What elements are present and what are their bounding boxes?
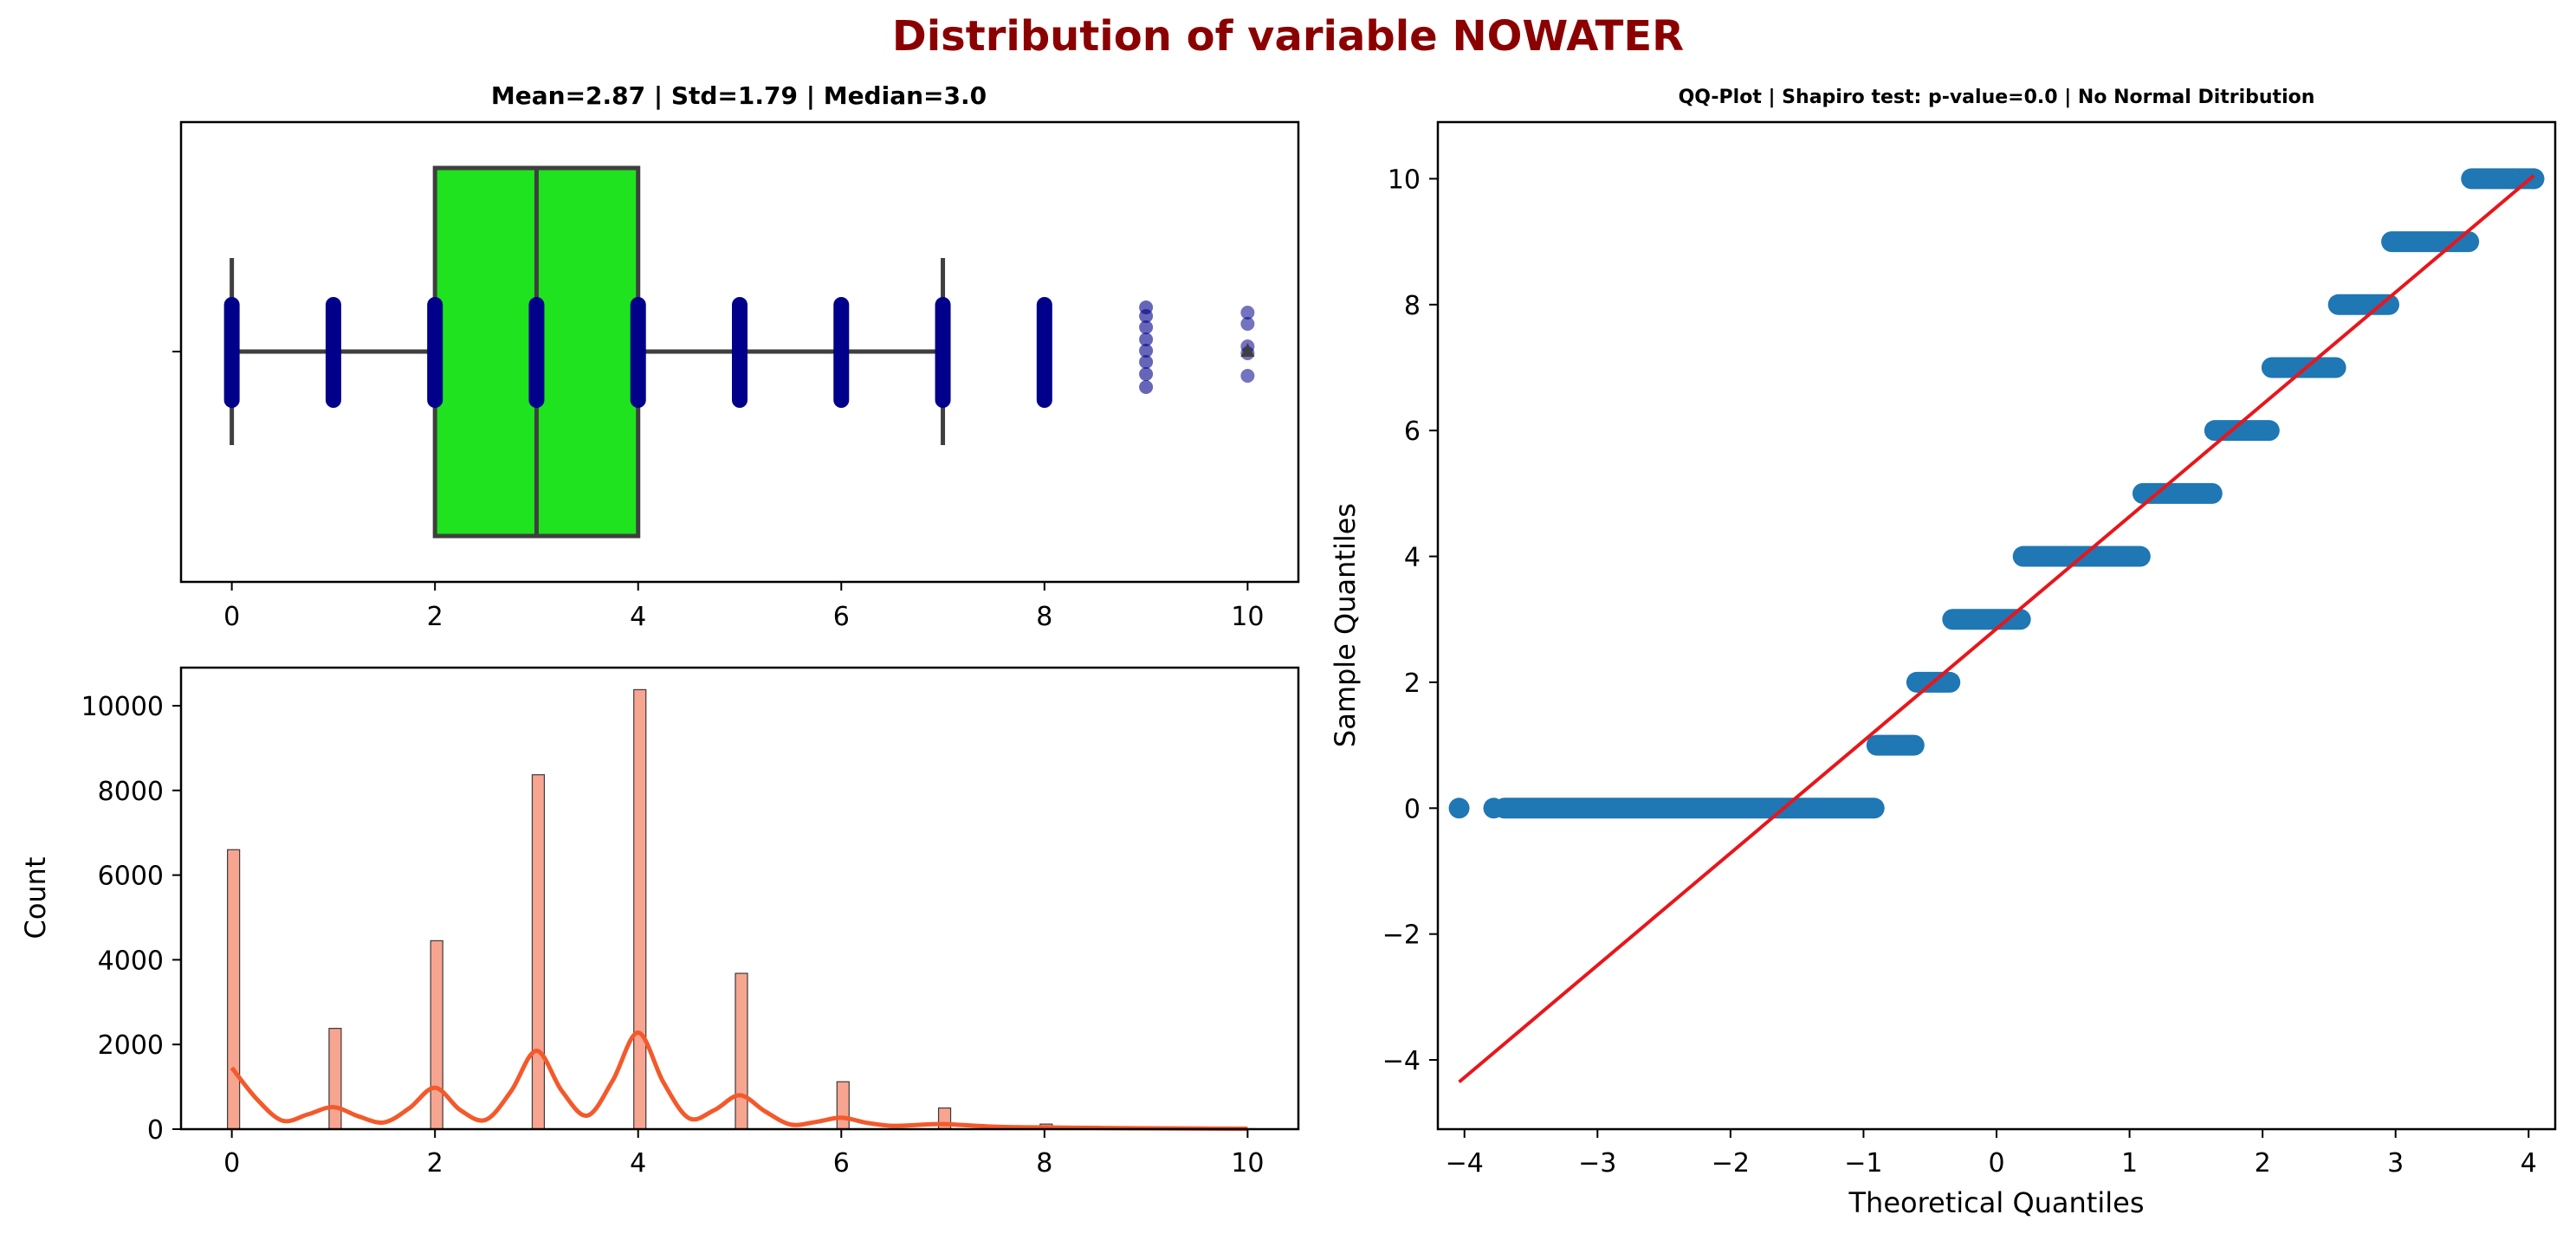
strip-point-10	[1240, 317, 1255, 331]
qq-plot-panel: QQ-Plot | Shapiro test: p-value=0.0 | No…	[1329, 87, 2557, 1219]
qq-y-label: Sample Quantiles	[1329, 503, 1362, 747]
boxplot-frame	[179, 120, 1300, 584]
histogram-bar-3	[531, 774, 546, 1130]
boxplot-x-tick-label: 4	[630, 602, 646, 632]
qq-x-tick-label: 2	[2255, 1148, 2271, 1179]
qq-y-tick-label: 10	[1388, 165, 1421, 195]
histogram-y-tick-label: 8000	[98, 777, 164, 807]
histogram-kde-line	[230, 1030, 1248, 1132]
histogram-y-tick-label: 0	[147, 1115, 164, 1146]
qq-x-tick-label: −4	[1446, 1148, 1484, 1179]
histogram-x-ticks: 0 2 4 6 8 10	[223, 1129, 1264, 1179]
boxplot-panel: Mean=2.87 | Std=1.79 | Median=3.0 0 2 4 6 8 1…	[172, 81, 1300, 632]
qq-point	[2502, 168, 2523, 190]
histogram-x-tick-label: 2	[427, 1148, 443, 1179]
qq-point	[1483, 798, 1505, 819]
histogram-frame	[179, 666, 1300, 1131]
strip-point-10	[1240, 369, 1255, 383]
qq-y-tick-label: −2	[1382, 920, 1421, 951]
qq-y-tick-label: 4	[1404, 543, 1421, 573]
qq-y-tick-label: 0	[1404, 794, 1421, 824]
qq-plot-title: QQ-Plot | Shapiro test: p-value=0.0 | No…	[1679, 87, 2315, 108]
histogram-bars	[227, 688, 1256, 1130]
boxplot-outlier-marker	[1240, 343, 1255, 357]
qq-y-ticks: −4 −2 0 2 4 6 8 10	[1382, 165, 1438, 1076]
histogram-x-tick-label: 10	[1231, 1148, 1264, 1179]
boxplot-x-tick-label: 0	[223, 602, 240, 632]
boxplot-x-tick-label: 6	[833, 602, 850, 632]
histogram-y-tick-label: 10000	[81, 692, 164, 722]
boxplot-marks	[172, 165, 1255, 539]
histogram-y-tick-label: 2000	[98, 1030, 164, 1061]
histogram-y-tick-label: 6000	[98, 862, 164, 892]
boxplot-x-tick-label: 2	[427, 602, 443, 632]
qq-x-ticks: −4 −3 −2 −1 0 1 2 3 4	[1446, 1129, 2537, 1179]
histogram-x-tick-label: 8	[1036, 1148, 1052, 1179]
histogram-panel: 0 2 4 6 8 10 0 2000 4000 6000 8000 10000 Count	[19, 666, 1300, 1179]
qq-y-tick-label: 2	[1404, 668, 1421, 699]
histogram-y-ticks: 0 2000 4000 6000 8000 10000	[81, 692, 181, 1146]
strip-point-9	[1139, 309, 1154, 323]
qq-x-tick-label: 4	[2521, 1148, 2537, 1179]
histogram-x-tick-label: 0	[223, 1148, 240, 1179]
boxplot-x-tick-label: 8	[1036, 602, 1052, 632]
histogram-bar-6	[836, 1081, 850, 1130]
histogram-y-tick-label: 4000	[98, 946, 164, 976]
qq-x-tick-label: 1	[2121, 1148, 2138, 1179]
qq-reference-line	[1458, 174, 2535, 1084]
qq-point	[2523, 168, 2545, 190]
strip-point-9	[1139, 344, 1154, 358]
qq-y-tick-label: −4	[1382, 1046, 1421, 1076]
qq-y-tick-label: 6	[1404, 417, 1421, 447]
strip-point-9	[1139, 355, 1154, 369]
qq-points	[1448, 168, 2545, 819]
qq-x-label: Theoretical Quantiles	[1848, 1186, 2145, 1219]
qq-x-tick-label: 0	[1988, 1148, 2004, 1179]
boxplot-x-tick-label: 10	[1231, 602, 1264, 632]
qq-x-tick-label: −2	[1712, 1148, 1750, 1179]
qq-point	[1448, 798, 1470, 819]
histogram-x-tick-label: 4	[630, 1148, 646, 1179]
histogram-bar-2	[430, 940, 443, 1130]
qq-y-tick-label: 8	[1404, 291, 1421, 321]
strip-point-10	[1240, 306, 1255, 320]
qq-x-tick-label: −1	[1844, 1148, 1882, 1179]
strip-point-9	[1139, 333, 1154, 346]
histogram-y-label: Count	[19, 856, 52, 939]
qq-x-tick-label: 3	[2387, 1148, 2404, 1179]
histogram-bar-0	[227, 849, 241, 1130]
boxplot-x-ticks: 0 2 4 6 8 10	[223, 582, 1264, 632]
figure-title: Distribution of variable NOWATER	[892, 12, 1684, 61]
qq-x-tick-label: −3	[1578, 1148, 1616, 1179]
histogram-bar-4	[633, 688, 647, 1130]
strip-point-9	[1139, 367, 1154, 381]
strip-point-9	[1139, 320, 1154, 334]
histogram-x-tick-label: 6	[833, 1148, 850, 1179]
boxplot-title: Mean=2.87 | Std=1.79 | Median=3.0	[491, 81, 987, 110]
strip-point-9	[1139, 380, 1154, 394]
histogram-bar-1	[328, 1028, 342, 1130]
histogram-bar-5	[735, 972, 748, 1130]
